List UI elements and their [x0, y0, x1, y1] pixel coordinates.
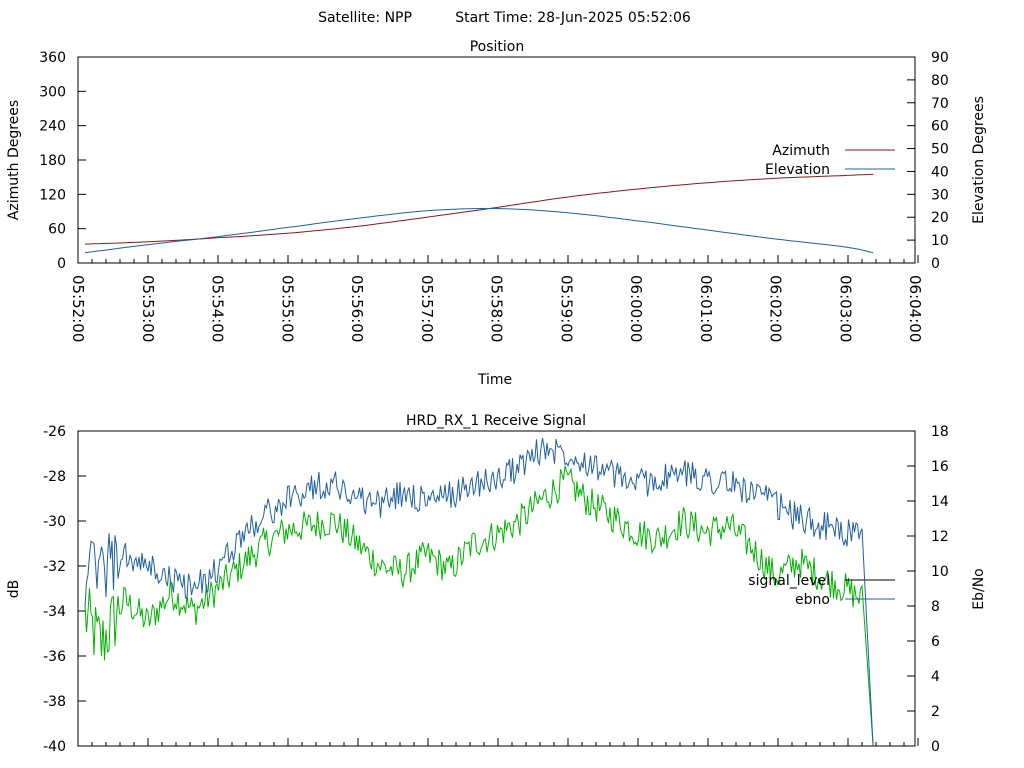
position-x-tick-label: 06:01:00	[697, 275, 715, 342]
position-y-tick-label: 180	[39, 153, 66, 169]
position-y2-tick-label: 10	[931, 233, 949, 249]
signal-y-tick-label: -34	[43, 604, 66, 620]
signal-y-tick-label: -30	[43, 514, 66, 530]
position-series-azimuth-line	[84, 173, 874, 245]
signal-y-tick-label: -40	[43, 739, 66, 755]
signal-y2-tick-label: 8	[931, 599, 940, 615]
position-series-elevation-line	[84, 208, 874, 254]
position-y2-tick-label: 80	[931, 73, 949, 89]
position-legend-azimuth-label: Azimuth	[772, 143, 830, 159]
position-y2-tick-label: 50	[931, 142, 949, 158]
position-x-tick-label: 05:55:00	[278, 275, 296, 342]
signal-series-ebno-line	[84, 438, 874, 747]
position-y-tick-label: 0	[57, 256, 66, 272]
position-x-tick-label: 05:54:00	[209, 275, 227, 342]
signal-y-tick-label: -32	[43, 559, 66, 575]
signal-y2-tick-label: 18	[931, 424, 949, 440]
figure-header-satellite: Satellite: NPP	[318, 10, 412, 26]
position-y2-tick-label: 0	[931, 256, 940, 272]
position-y2-tick-label: 90	[931, 50, 949, 66]
signal-y-tick-label: -28	[43, 469, 66, 485]
position-x-tick-label: 05:53:00	[139, 275, 157, 342]
position-x-axis-label: Time	[477, 372, 512, 388]
position-plot-border	[77, 56, 916, 264]
position-x-tick-label: 06:03:00	[836, 275, 854, 342]
position-y2-tick-label: 60	[931, 119, 949, 135]
signal-y2-tick-label: 14	[931, 494, 949, 510]
signal-y-tick-label: -36	[43, 649, 66, 665]
signal-plot-border	[77, 430, 916, 747]
signal-y-tick-label: -26	[43, 424, 66, 440]
position-y-tick-label: 240	[39, 119, 66, 135]
signal-y-tick-label: -38	[43, 694, 66, 710]
signal-legend-ebno-label: ebno	[795, 592, 830, 608]
position-x-tick-label: 06:02:00	[767, 275, 785, 342]
signal-y2-axis-label: Eb/No	[971, 568, 987, 610]
signal-legend-signal-level-label: signal_level	[748, 573, 830, 589]
position-y-axis-label: Azimuth Degrees	[6, 100, 22, 220]
signal-y2-tick-label: 2	[931, 704, 940, 720]
signal-chart-title: HRD_RX_1 Receive Signal	[406, 413, 586, 429]
position-y2-tick-label: 30	[931, 187, 949, 203]
signal-y2-tick-label: 10	[931, 564, 949, 580]
signal-chart: -40 -38 -36 -34 -32 -30 -28 -26 0 2 4 6 8 10 12 14 16 18 s…	[43, 424, 949, 755]
position-y2-axis-label: Elevation Degrees	[971, 96, 987, 224]
signal-y2-tick-label: 6	[931, 634, 940, 650]
position-x-tick-label: 05:57:00	[418, 275, 436, 342]
figure-header-start-time: Start Time: 28-Jun-2025 05:52:06	[455, 10, 691, 26]
position-chart-title: Position	[470, 39, 525, 55]
signal-series-signal-level-line	[84, 465, 874, 747]
position-x-tick-label: 05:58:00	[488, 275, 506, 342]
position-x-tick-label: 05:56:00	[348, 275, 366, 342]
position-y2-tick-label: 70	[931, 96, 949, 112]
position-x-tick-label: 06:00:00	[627, 275, 645, 342]
signal-y-axis-label: dB	[6, 580, 22, 599]
position-x-tick-label: 05:52:00	[69, 275, 87, 342]
position-y-tick-label: 300	[39, 84, 66, 100]
position-y-tick-label: 120	[39, 187, 66, 203]
signal-y2-tick-label: 12	[931, 529, 949, 545]
position-y-tick-label: 60	[48, 222, 66, 238]
position-x-tick-label: 05:59:00	[557, 275, 575, 342]
position-chart: 0 60 120 180 240 300 360 0 10 20 30 40 50 60 70 80 90 05:…	[39, 50, 949, 342]
position-y2-tick-label: 40	[931, 164, 949, 180]
position-y-tick-label: 360	[39, 50, 66, 66]
signal-y2-tick-label: 4	[931, 669, 940, 685]
position-legend-elevation-label: Elevation	[765, 162, 830, 178]
position-x-tick-label: 06:04:00	[906, 275, 924, 342]
position-y2-tick-label: 20	[931, 210, 949, 226]
signal-y2-tick-label: 16	[931, 459, 949, 475]
signal-y2-tick-label: 0	[931, 739, 940, 755]
